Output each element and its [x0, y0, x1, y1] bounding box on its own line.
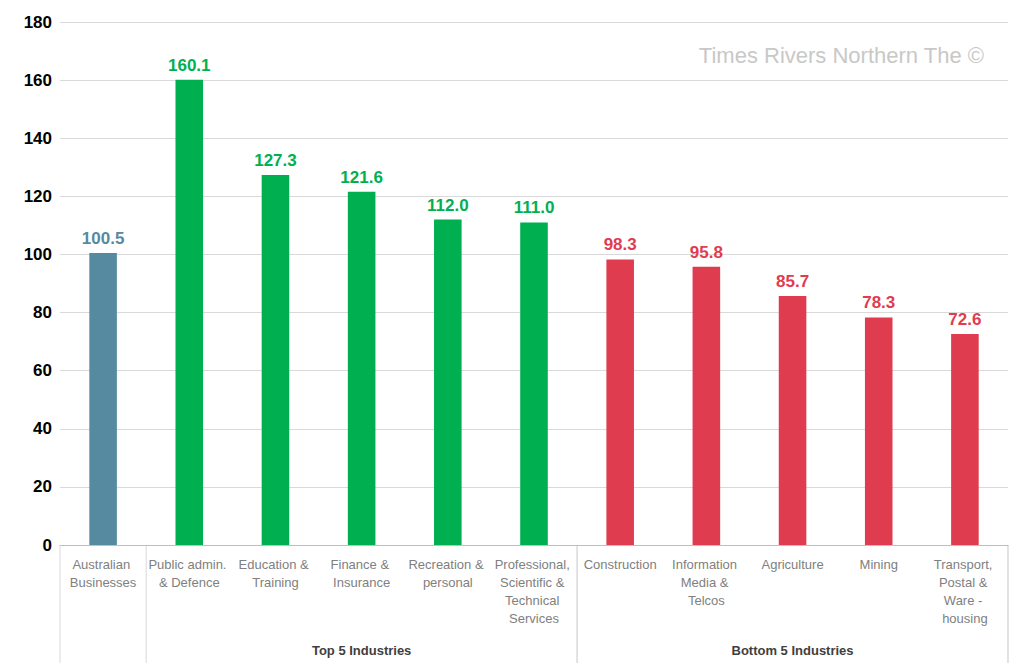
- svg-text:60: 60: [33, 361, 52, 380]
- svg-text:111.0: 111.0: [514, 198, 555, 217]
- svg-text:Mining: Mining: [860, 557, 898, 572]
- svg-text:Technical: Technical: [505, 593, 563, 608]
- svg-text:Scientific &: Scientific &: [500, 575, 568, 590]
- svg-text:Times Rivers Northern The ©: Times Rivers Northern The ©: [699, 43, 984, 68]
- svg-text:160: 160: [24, 71, 52, 90]
- svg-text:Construction: Construction: [584, 557, 657, 572]
- svg-text:Finance &: Finance &: [331, 557, 393, 572]
- svg-text:personal: personal: [423, 575, 473, 590]
- svg-text:Training: Training: [252, 575, 298, 590]
- svg-text:78.3: 78.3: [862, 293, 895, 312]
- svg-text:121.6: 121.6: [340, 168, 383, 187]
- svg-text:Recreation &: Recreation &: [408, 557, 487, 572]
- svg-text:Bottom 5 Industries: Bottom 5 Industries: [732, 643, 854, 658]
- svg-text:127.3: 127.3: [254, 151, 297, 170]
- svg-text:Information: Information: [672, 557, 741, 572]
- svg-text:112.0: 112.0: [427, 196, 469, 215]
- svg-text:& Defence: & Defence: [159, 575, 220, 590]
- svg-text:Insurance: Insurance: [333, 575, 390, 590]
- svg-text:72.6: 72.6: [948, 310, 981, 329]
- svg-text:Education &: Education &: [239, 557, 313, 572]
- svg-text:20: 20: [33, 477, 52, 496]
- svg-text:160.1: 160.1: [168, 56, 211, 75]
- svg-text:0: 0: [43, 536, 52, 555]
- svg-text:Transport,: Transport,: [934, 557, 996, 572]
- svg-text:Telcos: Telcos: [688, 593, 725, 608]
- svg-text:housing: housing: [942, 611, 988, 626]
- svg-text:140: 140: [24, 129, 52, 148]
- svg-text:40: 40: [33, 419, 52, 438]
- svg-text:100.5: 100.5: [82, 229, 125, 248]
- svg-text:180: 180: [24, 13, 52, 32]
- svg-text:Media &: Media &: [681, 575, 732, 590]
- svg-text:Agriculture: Agriculture: [761, 557, 823, 572]
- svg-text:120: 120: [24, 187, 52, 206]
- svg-text:Postal &: Postal &: [939, 575, 991, 590]
- svg-text:Ware -: Ware -: [944, 593, 986, 608]
- svg-text:Australian: Australian: [72, 557, 133, 572]
- svg-text:Top 5 Industries: Top 5 Industries: [312, 643, 411, 658]
- svg-text:Businesses: Businesses: [70, 575, 137, 590]
- svg-text:80: 80: [33, 303, 52, 322]
- svg-text:Professional,: Professional,: [495, 557, 574, 572]
- svg-text:100: 100: [24, 245, 52, 264]
- svg-text:85.7: 85.7: [776, 272, 809, 291]
- svg-text:Public admin.: Public admin.: [148, 557, 230, 572]
- svg-text:95.8: 95.8: [690, 243, 723, 262]
- svg-text:98.3: 98.3: [604, 235, 637, 254]
- svg-text:Services: Services: [509, 611, 559, 626]
